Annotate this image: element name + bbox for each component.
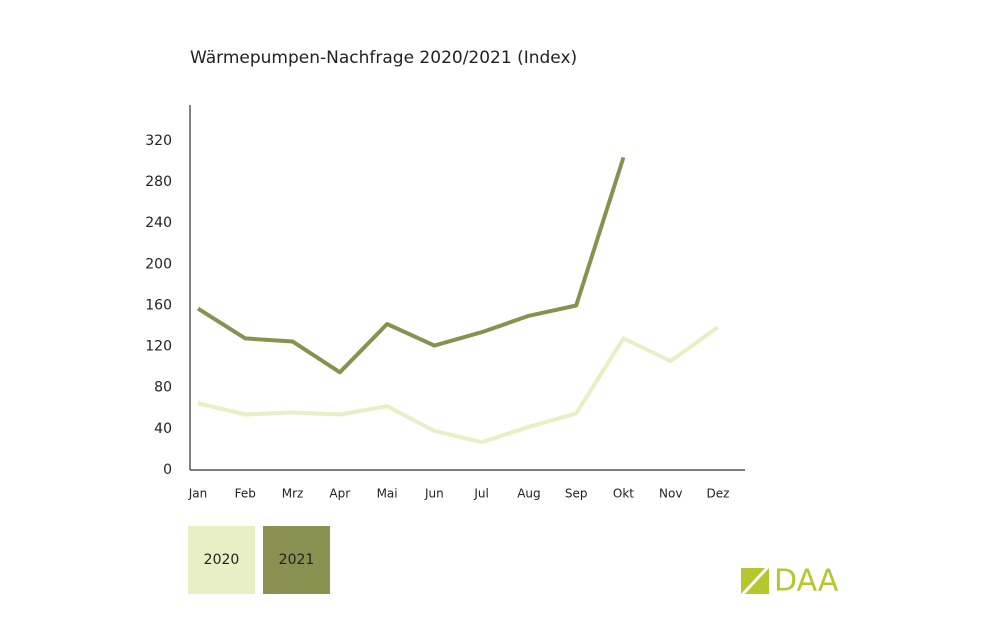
y-tick-label: 0: [163, 462, 172, 478]
x-tick-label: Apr: [329, 487, 350, 501]
y-tick-label: 120: [145, 339, 172, 355]
y-tick-label: 280: [145, 174, 172, 190]
legend-label: 2021: [279, 552, 315, 568]
y-tick-label: 200: [145, 256, 172, 272]
legend-label: 2020: [204, 552, 240, 568]
x-tick-label: Nov: [659, 487, 682, 501]
logo-text: DAA: [774, 564, 839, 599]
x-tick-label: Dez: [707, 487, 730, 501]
line: [197, 325, 720, 445]
x-tick-label: Sep: [565, 487, 588, 501]
legend-swatch: [188, 526, 255, 594]
x-tick-label: Feb: [235, 487, 256, 501]
y-tick-label: 160: [145, 297, 172, 313]
x-tick-label: Aug: [517, 487, 540, 501]
line: [196, 156, 626, 375]
chart-title: Wärmepumpen-Nachfrage 2020/2021 (Index): [190, 48, 577, 68]
x-tick-label: Jun: [424, 487, 444, 501]
legend-item: 2021: [263, 526, 330, 594]
logo-mark: [745, 568, 769, 594]
legend-swatch: [263, 526, 330, 594]
logo: DAA: [741, 564, 839, 599]
x-tick-label: Jan: [188, 487, 208, 501]
x-tick-label: Mrz: [282, 487, 304, 501]
y-tick-label: 320: [145, 133, 172, 149]
legend-item: 2020: [188, 526, 255, 594]
x-tick-label: Okt: [613, 487, 634, 501]
y-tick-label: 240: [145, 215, 172, 231]
logo-mark: [741, 568, 765, 594]
y-tick-label: 40: [154, 421, 172, 437]
x-tick-label: Mai: [377, 487, 398, 501]
x-tick-label: Jul: [473, 487, 488, 501]
y-tick-label: 80: [154, 380, 172, 396]
